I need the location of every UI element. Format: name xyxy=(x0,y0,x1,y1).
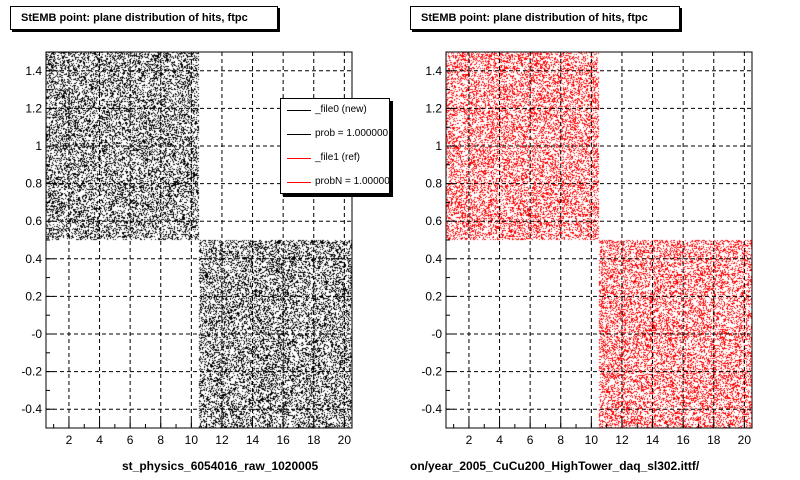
x-tick-label: 18 xyxy=(307,433,321,447)
legend-label: _file0 (new) xyxy=(315,104,367,115)
y-tick-label: 1.4 xyxy=(425,64,442,78)
x-tick-label: 8 xyxy=(557,433,564,447)
y-tick-label: -0.2 xyxy=(21,365,42,379)
x-tick-label: 16 xyxy=(676,433,690,447)
y-tick-label: 0.6 xyxy=(425,214,442,228)
footer-label-left: st_physics_6054016_raw_1020005 xyxy=(122,459,319,473)
legend-entry: prob = 1.000000 xyxy=(281,123,389,147)
legend-entry: probN = 1.000000 xyxy=(281,171,390,193)
x-tick-label: 10 xyxy=(185,433,199,447)
x-tick-label: 4 xyxy=(496,433,503,447)
y-tick-label: -0.4 xyxy=(21,402,42,416)
legend-line xyxy=(287,182,311,183)
x-tick-label: 20 xyxy=(738,433,752,447)
legend-entry: _file0 (new) xyxy=(281,99,389,123)
x-tick-label: 16 xyxy=(276,433,290,447)
y-tick-label: -0.2 xyxy=(421,365,442,379)
legend-line xyxy=(287,110,311,111)
y-tick-label: 1.2 xyxy=(25,101,42,115)
x-tick-label: 4 xyxy=(96,433,103,447)
x-tick-label: 2 xyxy=(66,433,73,447)
y-tick-label: 0.4 xyxy=(25,252,42,266)
y-tick-label: 1 xyxy=(435,139,442,153)
legend-entry: _file1 (ref) xyxy=(281,147,389,171)
legend-line xyxy=(287,158,311,159)
y-tick-label: 0.2 xyxy=(425,289,442,303)
y-tick-label: -0.4 xyxy=(421,402,442,416)
y-tick-label: 0.6 xyxy=(25,214,42,228)
x-tick-label: 6 xyxy=(527,433,534,447)
x-tick-label: 14 xyxy=(246,433,260,447)
x-tick-label: 8 xyxy=(157,433,164,447)
legend-label: _file1 (ref) xyxy=(315,152,361,163)
x-tick-label: 14 xyxy=(646,433,660,447)
y-tick-label: 1 xyxy=(35,139,42,153)
y-tick-label: 0.8 xyxy=(425,177,442,191)
footer-label-right: on/year_2005_CuCu200_HighTower_daq_sl302… xyxy=(410,459,700,473)
x-tick-label: 12 xyxy=(215,433,229,447)
x-tick-label: 6 xyxy=(127,433,134,447)
x-tick-label: 20 xyxy=(338,433,352,447)
y-tick-label: -0 xyxy=(31,327,42,341)
legend-label: probN = 1.000000 xyxy=(315,176,390,187)
chart-title-left: StEMB point: plane distribution of hits,… xyxy=(10,6,278,30)
scatter-canvas-right xyxy=(446,52,752,428)
y-tick-label: 0.8 xyxy=(25,177,42,191)
x-tick-label: 18 xyxy=(707,433,721,447)
x-tick-label: 12 xyxy=(615,433,629,447)
y-tick-label: -0 xyxy=(431,327,442,341)
legend-label: prob = 1.000000 xyxy=(315,128,389,139)
x-tick-label: 2 xyxy=(466,433,473,447)
y-tick-label: 0.2 xyxy=(25,289,42,303)
y-tick-label: 0.4 xyxy=(425,252,442,266)
legend: _file0 (new) prob = 1.000000 _file1 (ref… xyxy=(280,98,390,194)
chart-title-right: StEMB point: plane distribution of hits,… xyxy=(410,6,680,30)
y-tick-label: 1.2 xyxy=(425,101,442,115)
legend-line xyxy=(287,134,311,135)
y-tick-label: 1.4 xyxy=(25,64,42,78)
grid xyxy=(446,52,752,428)
x-tick-label: 10 xyxy=(585,433,599,447)
